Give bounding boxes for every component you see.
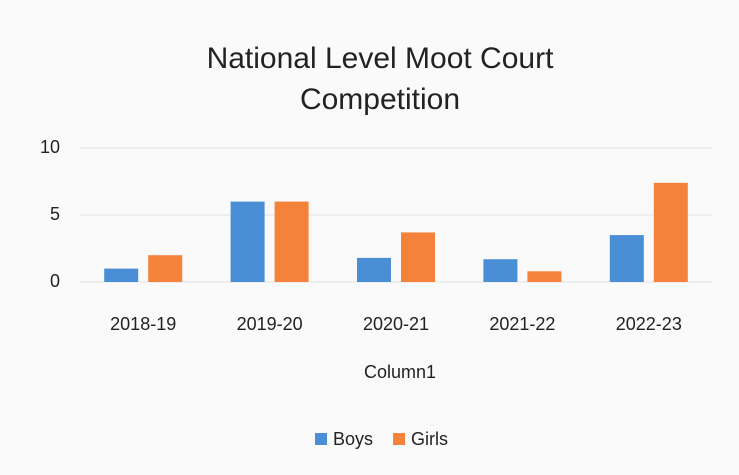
y-tick-label: 0 xyxy=(50,271,60,291)
x-axis-label: Column1 xyxy=(364,362,436,382)
bar xyxy=(653,182,688,282)
chart-title: National Level Moot Court xyxy=(207,42,555,75)
bar xyxy=(483,259,518,282)
legend-label: Boys xyxy=(333,429,373,449)
bar xyxy=(274,201,309,282)
bar xyxy=(357,257,391,282)
bar xyxy=(230,201,265,282)
legend-swatch xyxy=(393,433,406,445)
bar xyxy=(609,235,644,282)
x-tick-label: 2019-20 xyxy=(237,314,303,334)
bar xyxy=(148,255,183,282)
x-tick-label: 2020-21 xyxy=(363,314,429,334)
x-tick-label: 2018-19 xyxy=(110,314,176,334)
legend-swatch xyxy=(315,433,327,445)
bar xyxy=(401,232,435,282)
y-tick-label: 10 xyxy=(40,137,60,157)
bar xyxy=(104,268,139,282)
x-tick-label: 2022-23 xyxy=(616,314,682,334)
chart-title: Competition xyxy=(300,83,460,116)
x-tick-label: 2021-22 xyxy=(489,314,555,334)
legend-label: Girls xyxy=(411,429,448,449)
y-tick-label: 5 xyxy=(50,204,60,224)
bar xyxy=(527,271,562,282)
